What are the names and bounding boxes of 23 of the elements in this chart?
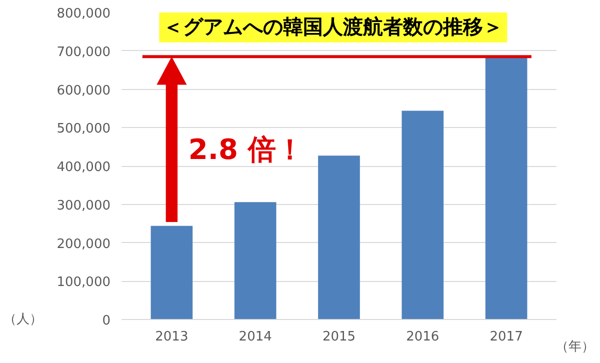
bar <box>318 156 360 320</box>
bar <box>485 56 528 320</box>
x-tick-label: 2015 <box>322 330 356 344</box>
y-tick-label: 600,000 <box>56 83 111 98</box>
bar <box>402 110 444 320</box>
chart-title: ＜グアムへの韓国人渡航者数の推移＞ <box>163 14 504 38</box>
y-tick-label: 700,000 <box>56 44 111 60</box>
y-axis-title: （人） <box>4 312 42 327</box>
x-tick-label: 2016 <box>406 330 440 344</box>
y-tick-label: 200,000 <box>56 236 111 252</box>
x-tick-label: 2013 <box>155 330 188 344</box>
bar <box>234 202 276 320</box>
annotation: 2.8 倍！ <box>188 133 304 166</box>
x-tick-label: 2014 <box>238 330 272 344</box>
y-tick-label: 300,000 <box>56 198 111 214</box>
x-tick-label: 2017 <box>490 330 523 344</box>
y-tick-label: 800,000 <box>56 6 111 22</box>
y-tick-label: 100,000 <box>56 275 111 290</box>
y-tick-label: 0 <box>102 314 111 328</box>
x-axis-title: （年） <box>556 340 594 354</box>
bar <box>150 226 193 320</box>
y-tick-label: 400,000 <box>56 160 111 175</box>
y-tick-label: 500,000 <box>56 122 111 137</box>
